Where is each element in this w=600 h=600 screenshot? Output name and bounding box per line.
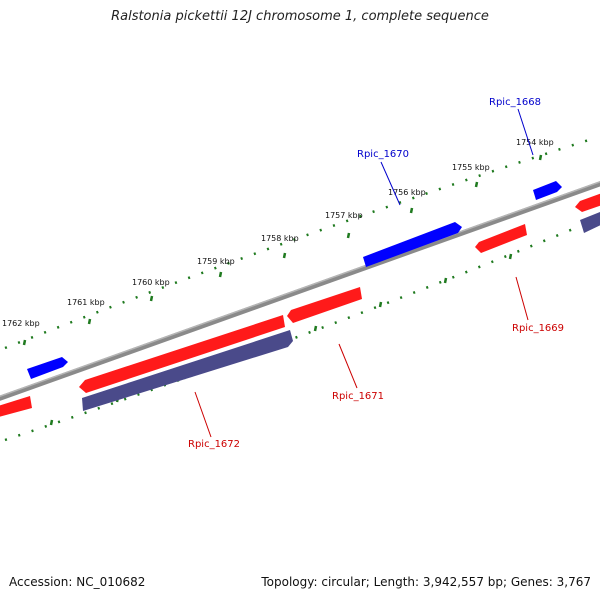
leader-rpic-1670 [380,161,401,206]
gene-label-rpic-1669[interactable]: Rpic_1669 [512,323,564,334]
gene-block-red-right[interactable] [575,192,600,212]
scale-label-1760: 1760 kbp [132,278,170,287]
gene-block-red-left[interactable] [0,396,32,418]
gene-label-rpic-1672[interactable]: Rpic_1672 [188,439,240,450]
scale-label-1758: 1758 kbp [261,234,299,243]
leader-rpic-1668 [517,108,534,156]
gene-label-rpic-1671[interactable]: Rpic_1671 [332,391,384,402]
gene-block-rpic-1668[interactable] [533,181,562,200]
leader-rpic-1671 [338,343,358,389]
scale-label-1761: 1761 kbp [67,298,105,307]
gene-block-rpic-1672[interactable] [82,330,293,411]
gene-block-rpic-1671[interactable] [287,287,362,323]
gene-label-rpic-1668[interactable]: Rpic_1668 [489,97,541,108]
scale-label-1755: 1755 kbp [452,163,490,172]
gene-block-rpic-1672-red[interactable] [79,315,285,393]
leader-rpic-1672 [194,391,212,438]
leader-rpic-1669 [515,276,529,321]
accession-text: Accession: NC_010682 [9,575,146,589]
map-title: Ralstonia pickettii 12J chromosome 1, co… [111,9,489,24]
genome-summary-text: Topology: circular; Length: 3,942,557 bp… [261,575,591,589]
gene-block-rpic-1670[interactable] [363,222,462,267]
gene-block-purple-right[interactable] [580,210,600,233]
outer-major-ticks [22,154,543,346]
chromosome-backbone [0,181,600,401]
scale-label-1762: 1762 kbp [2,319,40,328]
scale-label-1754: 1754 kbp [516,138,554,147]
scale-label-1759: 1759 kbp [197,257,235,266]
gene-block-blue-left[interactable] [27,357,68,379]
scale-label-1756: 1756 kbp [388,188,426,197]
gene-label-rpic-1670[interactable]: Rpic_1670 [357,149,409,160]
gene-block-rpic-1669[interactable] [475,224,527,253]
scale-label-1757: 1757 kbp [325,211,363,220]
